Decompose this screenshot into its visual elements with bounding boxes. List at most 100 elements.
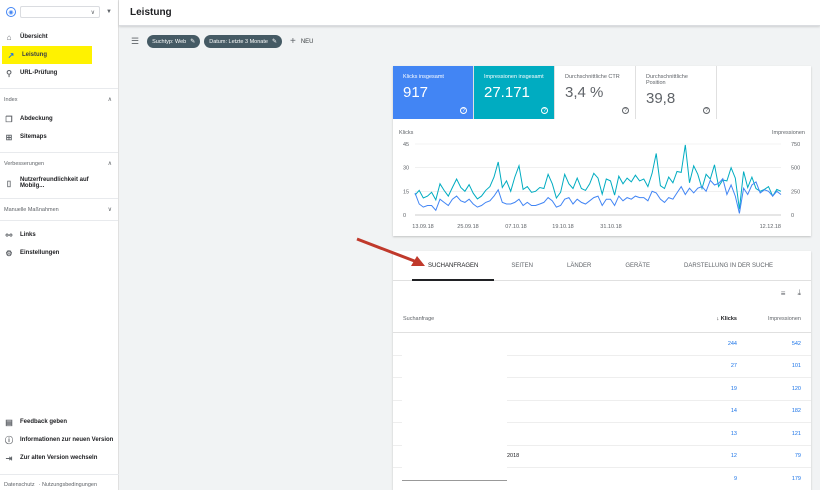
- table-row[interactable]: 27 101: [393, 356, 811, 378]
- sidebar-item-label: Links: [20, 232, 36, 238]
- section-manual-actions[interactable]: Manuelle Maßnahmen ∨: [0, 198, 118, 220]
- table-row[interactable]: 14 182: [393, 401, 811, 423]
- help-icon[interactable]: ?: [703, 107, 710, 114]
- tab-queries[interactable]: SUCHANFRAGEN: [411, 251, 495, 281]
- row-clicks: 244: [727, 340, 737, 347]
- column-header-clicks[interactable]: ↓ Klicks: [677, 315, 738, 322]
- tab-countries[interactable]: LÄNDER: [567, 262, 592, 269]
- section-improvements-label: Verbesserungen: [4, 160, 45, 167]
- column-header-clicks-label: Klicks: [720, 315, 737, 322]
- sidebar-item-links[interactable]: ⚯ Links: [0, 226, 118, 244]
- sidebar-item-overview[interactable]: ⌂ Übersicht: [0, 28, 118, 46]
- sidebar-item-label: Leistung: [22, 52, 47, 58]
- section-index-label: Index: [4, 96, 18, 103]
- sidebar-item-coverage[interactable]: ❐ Abdeckung: [0, 110, 118, 128]
- home-icon: ⌂: [6, 32, 12, 42]
- sidebar-item-performance[interactable]: ↗ Leistung: [2, 46, 92, 64]
- table-toolbar: ≡ ⤓: [393, 281, 811, 305]
- sidebar-item-sitemaps[interactable]: ⊞ Sitemaps: [0, 128, 118, 146]
- chevron-up-icon: ∧: [107, 161, 112, 167]
- dimension-tabs: SUCHANFRAGEN SEITEN LÄNDER GERÄTE DARSTE…: [393, 251, 811, 281]
- search-type-chip[interactable]: Suchtyp: Web ✎: [147, 35, 201, 48]
- table-row[interactable]: 19 120: [393, 378, 811, 401]
- metric-total-impressions[interactable]: Impressionen insgesamt 27.171 ?: [474, 66, 555, 119]
- metric-label: Durchschnittliche Position: [646, 74, 688, 86]
- add-filter-button[interactable]: + NEU: [290, 36, 314, 47]
- add-filter-label: NEU: [300, 38, 314, 45]
- sidebar-item-label: Sitemaps: [20, 134, 47, 140]
- property-selector-caret-icon: ∨: [90, 9, 95, 16]
- row-impressions: 179: [791, 475, 801, 482]
- sitemap-icon: ⊞: [5, 132, 13, 142]
- privacy-link[interactable]: Datenschutz: [4, 482, 35, 488]
- metrics-row: Klicks insgesamt 917 ? Impressionen insg…: [393, 66, 811, 119]
- sidebar-item-label: Feedback geben: [20, 419, 68, 425]
- info-icon: ⓘ: [5, 435, 13, 445]
- help-icon[interactable]: ?: [541, 107, 548, 114]
- sidebar-item-new-version-info[interactable]: ⓘ Informationen zur neuen Version: [0, 431, 119, 449]
- performance-chart: Klicks Impressionen 45 750 30 500 15 250 0 0 13.09…: [393, 126, 811, 236]
- y-tick-left: 45: [403, 142, 409, 148]
- help-icon[interactable]: ?: [460, 107, 467, 114]
- links-icon: ⚯: [5, 230, 13, 240]
- tab-devices[interactable]: GERÄTE: [625, 262, 651, 269]
- row-clicks: 19: [730, 385, 737, 392]
- redaction-divider: [402, 480, 507, 481]
- plus-icon: +: [289, 36, 296, 47]
- section-index[interactable]: Index ∧: [0, 88, 118, 110]
- y-tick-right: 0: [791, 213, 794, 219]
- y-tick-right: 750: [791, 142, 800, 148]
- sidebar-item-feedback[interactable]: ▤ Feedback geben: [0, 413, 119, 431]
- page-header: Leistung: [119, 0, 820, 26]
- terms-link[interactable]: Nutzungsbedingungen: [41, 482, 97, 488]
- column-header-query[interactable]: Suchanfrage: [403, 315, 435, 322]
- metric-average-position[interactable]: Durchschnittliche Position 39,8 ?: [636, 66, 717, 119]
- sidebar-item-old-version[interactable]: ⇥ Zur alten Version wechseln: [0, 449, 119, 467]
- sidebar-item-settings[interactable]: ⚙ Einstellungen: [0, 244, 118, 262]
- filter-rows-icon[interactable]: ≡: [780, 288, 786, 298]
- clicks-series-line: [414, 177, 782, 214]
- chevron-up-icon: ∧: [107, 97, 112, 103]
- sidebar-item-label: Informationen zur neuen Version: [20, 437, 114, 443]
- column-header-impressions[interactable]: Impressionen: [767, 315, 801, 322]
- filter-icon[interactable]: ☰: [131, 36, 140, 46]
- help-icon[interactable]: ?: [622, 107, 629, 114]
- download-icon[interactable]: ⤓: [797, 288, 801, 297]
- property-logo-icon: ◉: [6, 7, 16, 17]
- sidebar-item-mobile-usability[interactable]: ▯ Nutzerfreundlichkeit auf Mobilg...: [0, 174, 118, 192]
- feedback-icon: ▤: [5, 417, 13, 427]
- y-tick-left: 0: [403, 213, 406, 219]
- section-improvements[interactable]: Verbesserungen ∧: [0, 152, 118, 174]
- sidebar-item-label: Übersicht: [20, 34, 48, 40]
- footer-links: Datenschutz · Nutzungsbedingungen: [4, 482, 97, 488]
- table-row[interactable]: 2018 12 79: [393, 446, 811, 468]
- property-selector[interactable]: ∨: [20, 6, 100, 18]
- metric-label: Durchschnittliche CTR: [565, 74, 620, 80]
- row-query: 2018: [507, 453, 520, 460]
- dropdown-arrow-icon[interactable]: ▼: [106, 9, 112, 15]
- y-tick-right: 500: [791, 166, 800, 172]
- filter-bar: ☰ Suchtyp: Web ✎ Datum: Letzte 3 Monate …: [119, 27, 820, 56]
- x-tick-label: 31.10.18: [600, 224, 621, 230]
- tab-pages[interactable]: SEITEN: [511, 262, 534, 269]
- metric-value: 27.171: [484, 84, 530, 101]
- tab-search-appearance[interactable]: DARSTELLUNG IN DER SUCHE: [684, 262, 774, 269]
- x-tick-label: 25.09.18: [457, 224, 478, 230]
- row-clicks: 9: [733, 475, 737, 482]
- date-range-chip[interactable]: Datum: Letzte 3 Monate ✎: [204, 35, 282, 48]
- section-manual-label: Manuelle Maßnahmen: [4, 206, 59, 213]
- search-icon: ⚲: [6, 68, 12, 78]
- metric-average-ctr[interactable]: Durchschnittliche CTR 3,4 % ?: [555, 66, 636, 119]
- metric-total-clicks[interactable]: Klicks insgesamt 917 ?: [393, 66, 474, 119]
- sidebar-item-label: Abdeckung: [20, 116, 53, 122]
- metric-value: 917: [403, 84, 429, 101]
- table-row[interactable]: 244 542: [393, 333, 811, 356]
- sidebar-item-url-inspection[interactable]: ⚲ URL-Prüfung: [0, 64, 118, 82]
- phone-icon: ▯: [6, 178, 12, 188]
- row-impressions: 182: [791, 408, 801, 415]
- x-tick-label: 12.12.18: [760, 224, 781, 230]
- metric-value: 39,8: [646, 90, 676, 107]
- table-row[interactable]: 13 121: [393, 423, 811, 446]
- edit-pencil-icon: ✎: [271, 39, 277, 45]
- sidebar: ◉ ∨ ▼ ⌂ Übersicht ↗ Leistung ⚲ URL-Prüfu…: [0, 0, 119, 490]
